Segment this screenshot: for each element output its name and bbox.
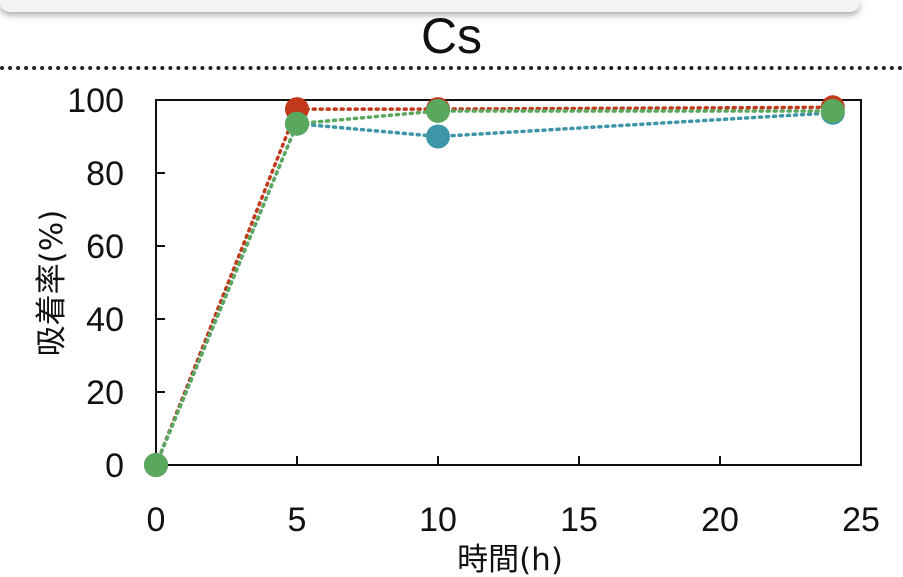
- series-line-1: [154, 105, 835, 467]
- x-tick-label: 5: [288, 501, 307, 539]
- x-axis-label: 時間(h): [457, 542, 563, 577]
- x-tick-label: 15: [560, 501, 598, 539]
- series-3-point: [285, 111, 309, 136]
- series-line-3: [154, 109, 835, 467]
- y-tick-label: 40: [86, 301, 124, 339]
- series-3-point: [144, 453, 168, 477]
- x-tick-label: 10: [419, 501, 457, 539]
- series-line-2: [154, 111, 835, 467]
- dotted-separator: [0, 66, 903, 70]
- y-tick-label: 100: [67, 82, 124, 120]
- y-axis-label: 吸着率(%): [34, 210, 70, 357]
- y-tick-label: 60: [86, 228, 124, 266]
- series-3-point: [426, 98, 450, 123]
- series-2-point: [426, 124, 450, 149]
- y-tick-label: 80: [86, 155, 124, 193]
- x-tick-label: 0: [147, 501, 166, 539]
- x-tick-label: 20: [701, 501, 739, 539]
- chart-title: Cs: [420, 8, 483, 64]
- plot-area: [155, 99, 862, 466]
- window-top-edge: [0, 0, 860, 12]
- y-tick-label: 0: [105, 447, 124, 485]
- x-tick-label: 25: [842, 501, 880, 539]
- y-tick-label: 20: [86, 374, 124, 412]
- series-3-point: [820, 98, 845, 123]
